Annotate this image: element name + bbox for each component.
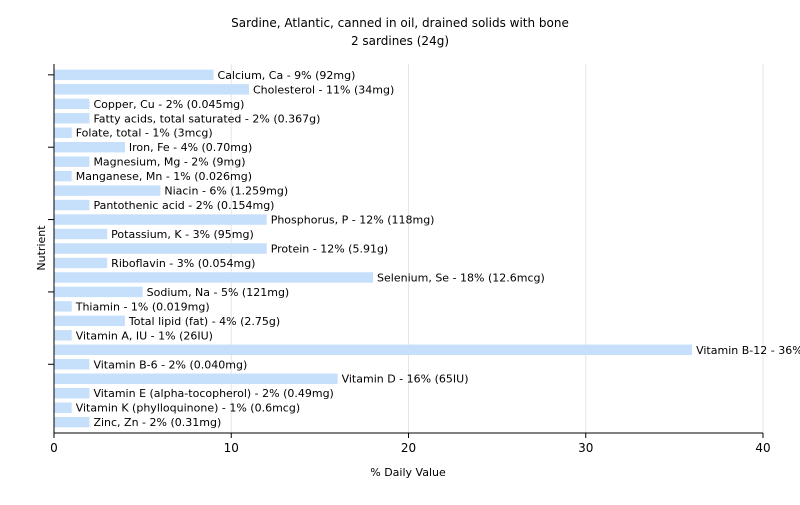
gridlines bbox=[230, 64, 764, 433]
bar-label: Vitamin B-6 - 2% (0.040mg) bbox=[93, 358, 247, 371]
x-tick-label: 0 bbox=[50, 441, 58, 455]
bar bbox=[54, 416, 90, 428]
bar-label: Folate, total - 1% (3mcg) bbox=[76, 127, 213, 140]
bar-label: Vitamin A, IU - 1% (26IU) bbox=[76, 329, 213, 342]
bar bbox=[54, 84, 249, 95]
axes: 0 10 20 30 40 bbox=[48, 64, 771, 455]
bar bbox=[54, 373, 338, 384]
bar bbox=[54, 344, 693, 356]
chart-subtitle: 2 sardines (24g) bbox=[351, 34, 449, 48]
bar-label: Magnesium, Mg - 2% (9mg) bbox=[93, 156, 245, 169]
bar bbox=[54, 170, 72, 182]
bar-label: Protein - 12% (5.91g) bbox=[271, 243, 389, 256]
x-tick-label: 40 bbox=[755, 441, 770, 455]
bar-label: Fatty acids, total saturated - 2% (0.367… bbox=[93, 112, 320, 125]
bar-label: Niacin - 6% (1.259mg) bbox=[164, 185, 288, 198]
bar bbox=[54, 402, 72, 413]
bar-label: Zinc, Zn - 2% (0.31mg) bbox=[93, 416, 221, 429]
bar bbox=[54, 257, 108, 269]
y-axis-title: Nutrient bbox=[35, 225, 48, 271]
bar bbox=[54, 214, 267, 225]
bar-label: Potassium, K - 3% (95mg) bbox=[111, 228, 254, 241]
bar-label: Iron, Fe - 4% (0.70mg) bbox=[129, 141, 252, 154]
bar-label: Cholesterol - 11% (34mg) bbox=[253, 83, 394, 96]
bar-label: Sodium, Na - 5% (121mg) bbox=[147, 286, 290, 299]
bar bbox=[54, 69, 214, 81]
bar bbox=[54, 301, 72, 312]
bar bbox=[54, 359, 90, 370]
bar bbox=[54, 141, 125, 153]
bar bbox=[54, 199, 90, 211]
bar bbox=[54, 286, 143, 298]
bar bbox=[54, 387, 90, 399]
x-tick-label: 30 bbox=[578, 441, 593, 455]
bar bbox=[54, 330, 72, 341]
bar bbox=[54, 315, 125, 327]
bar-label: Vitamin D - 16% (65IU) bbox=[342, 373, 469, 386]
bar bbox=[54, 243, 267, 254]
bar bbox=[54, 228, 108, 240]
bar-label: Thiamin - 1% (0.019mg) bbox=[75, 300, 210, 313]
bar-label: Calcium, Ca - 9% (92mg) bbox=[218, 69, 356, 82]
bar-label: Selenium, Se - 18% (12.6mcg) bbox=[377, 271, 545, 284]
x-tick-label: 20 bbox=[401, 441, 416, 455]
x-axis-title: % Daily Value bbox=[370, 466, 446, 479]
bar-label: Phosphorus, P - 12% (118mg) bbox=[271, 214, 435, 227]
bar bbox=[54, 156, 90, 167]
bar-label: Riboflavin - 3% (0.054mg) bbox=[111, 257, 255, 270]
bar-label: Pantothenic acid - 2% (0.154mg) bbox=[93, 199, 274, 212]
bar-label: Manganese, Mn - 1% (0.026mg) bbox=[76, 170, 252, 183]
bar-label: Vitamin E (alpha-tocopherol) - 2% (0.49m… bbox=[93, 387, 333, 400]
x-tick-label: 10 bbox=[224, 441, 239, 455]
chart-title: Sardine, Atlantic, canned in oil, draine… bbox=[231, 16, 569, 30]
bar bbox=[54, 127, 72, 138]
bar bbox=[54, 98, 90, 110]
bar bbox=[54, 113, 90, 124]
bar-label: Copper, Cu - 2% (0.045mg) bbox=[93, 98, 244, 111]
bar-label: Vitamin K (phylloquinone) - 1% (0.6mcg) bbox=[76, 402, 300, 415]
bar bbox=[54, 272, 374, 283]
bar-label: Total lipid (fat) - 4% (2.75g) bbox=[128, 315, 280, 328]
bar-label: Vitamin B-12 - 36% (2.15mcg) bbox=[696, 344, 800, 357]
bar bbox=[54, 185, 161, 196]
bars: Calcium, Ca - 9% (92mg)Cholesterol - 11%… bbox=[54, 69, 800, 429]
